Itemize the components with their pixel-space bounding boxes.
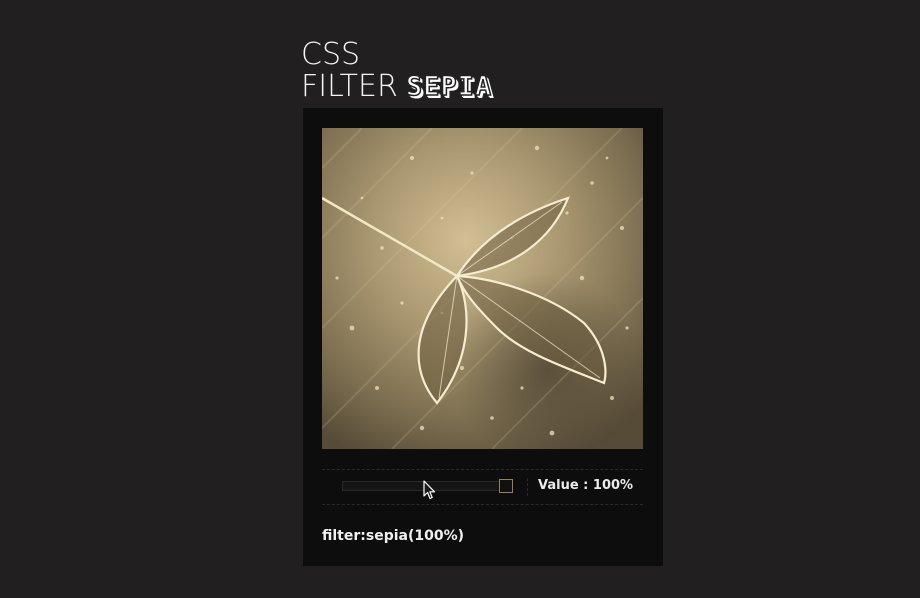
divider-top <box>322 469 643 470</box>
filter-code: filter:sepia(100%) <box>322 528 465 544</box>
page-title: CSS FILTER SEPIA <box>301 40 492 103</box>
title-word-filter: FILTER <box>301 69 398 104</box>
title-highlight-sepia: SEPIA <box>405 71 493 103</box>
filter-card: Value : 100% filter:sepia(100%) <box>303 108 663 566</box>
value-label: Value : 100% <box>538 478 634 493</box>
sepia-slider-thumb[interactable] <box>499 479 513 493</box>
leaf-image <box>322 128 643 449</box>
slider-separator <box>527 478 528 496</box>
preview-image <box>322 128 643 449</box>
divider-bottom <box>322 504 643 505</box>
title-line-css: CSS <box>301 37 361 72</box>
title-line-filter: FILTER SEPIA <box>301 69 493 104</box>
mouse-cursor-icon <box>423 480 436 500</box>
